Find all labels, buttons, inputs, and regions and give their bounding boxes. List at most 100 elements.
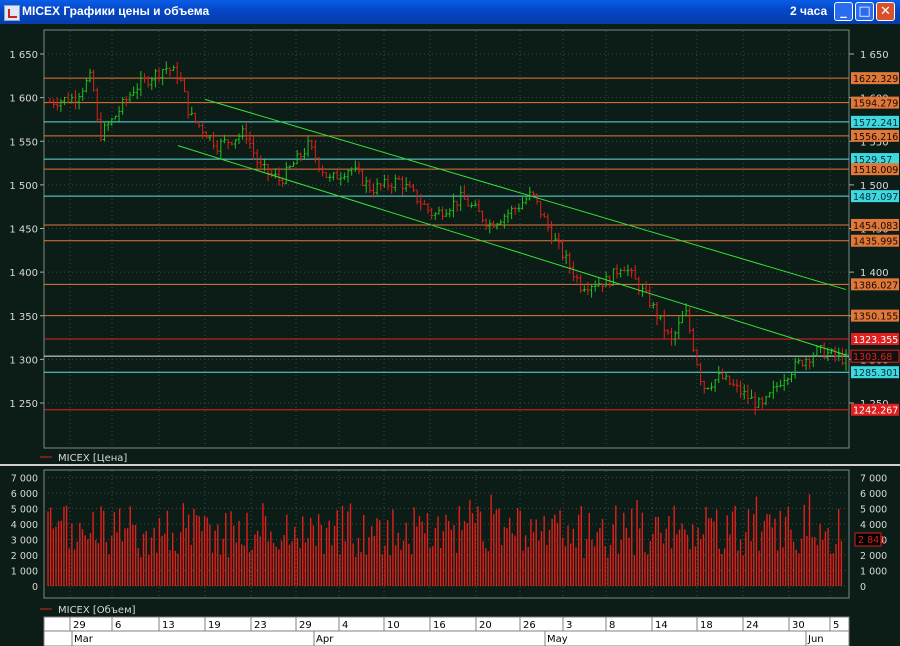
volume-panel[interactable]: 7 000 6 000 5 000 4 000 3 000 2 000 1 000 0 7 0… [11, 469, 887, 616]
channel-upper-line [204, 98, 847, 291]
trend-channel[interactable] [177, 98, 847, 356]
price-tick-left: 1 550 [9, 137, 38, 148]
level-badge [851, 278, 899, 291]
day-labels: 29 6 13 19 23 29 4 10 16 20 26 3 8 14 18 24 30 5 [69, 617, 839, 631]
price-grid [44, 31, 849, 447]
price-tick-left: 1 400 [9, 268, 38, 279]
day-label: 18 [700, 620, 713, 631]
day-label: 16 [433, 620, 446, 631]
day-label: 13 [162, 620, 175, 631]
price-plot-frame [43, 29, 850, 449]
title-bar: MICEX Графики цены и объема 2 часа _ □ ✕ [0, 0, 900, 24]
level-badge [851, 332, 899, 345]
day-label: 20 [479, 620, 492, 631]
volume-tick-left: 6 000 [11, 489, 38, 500]
day-label: 8 [609, 620, 615, 631]
level-badge [851, 234, 899, 247]
day-label: 26 [523, 620, 536, 631]
price-tick-left: 1 650 [9, 50, 38, 61]
minimize-button[interactable]: _ [834, 2, 853, 21]
month-labels: Mar Apr May Jun [71, 631, 824, 646]
price-legend: MICEX [Цена] [58, 453, 127, 464]
volume-plot-frame [43, 469, 850, 599]
day-label: 10 [387, 620, 400, 631]
volume-tick-left: 4 000 [11, 520, 38, 531]
window-title: MICEX Графики цены и объема [22, 4, 210, 18]
level-label: 1622.329 [853, 74, 898, 85]
price-tick-left: 1 600 [9, 94, 38, 105]
level-badge [851, 190, 899, 203]
level-label: 1518.009 [853, 165, 898, 176]
level-label: 1242.267 [853, 406, 898, 417]
day-label: 3 [566, 620, 572, 631]
level-badge [851, 366, 899, 379]
price-candles [48, 61, 848, 415]
level-label: 1350.155 [853, 312, 898, 323]
level-labels: 1622.3291594.2791572.2411556.2161529.571… [850, 72, 900, 417]
month-label: May [547, 634, 568, 645]
level-lines [44, 77, 849, 411]
month-label: Apr [316, 634, 334, 645]
channel-lower-line [177, 145, 847, 356]
close-button[interactable]: ✕ [876, 2, 895, 21]
day-label: 4 [342, 620, 348, 631]
level-badge [851, 163, 899, 176]
day-label: 23 [254, 620, 267, 631]
level-label: 1454.083 [853, 221, 898, 232]
volume-tick-left: 3 000 [11, 536, 38, 547]
day-label: 24 [746, 620, 759, 631]
time-axis[interactable]: 29 6 13 19 23 29 4 10 16 20 26 3 8 14 18 24 30 5 Mar Apr Ma… [43, 616, 850, 646]
price-tick-left: 1 500 [9, 181, 38, 192]
volume-tick-right: 2 000 [860, 551, 887, 562]
level-label: 1285.301 [853, 368, 898, 379]
level-label: 1594.279 [853, 99, 898, 110]
volume-tick-right: 6 000 [860, 489, 887, 500]
volume-current-badge [854, 532, 882, 547]
app-chart-icon[interactable] [4, 5, 20, 21]
day-label: 30 [792, 620, 805, 631]
level-badge [851, 218, 899, 231]
price-tick-left: 1 300 [9, 355, 38, 366]
level-badge [851, 129, 899, 142]
level-label: 1435.995 [853, 237, 898, 248]
volume-tick-right: 7 000 [860, 474, 887, 485]
level-badge [851, 153, 899, 166]
volume-tick-left: 7 000 [11, 474, 38, 485]
volume-tick-left: 2 000 [11, 551, 38, 562]
price-tick-right: 1 550 [860, 137, 889, 148]
price-tick-right: 1 500 [860, 181, 889, 192]
chart-area[interactable]: 1 650 1 600 1 550 1 500 1 450 1 400 1 350 1 300… [0, 24, 900, 646]
volume-bars [47, 494, 843, 586]
level-badge [851, 403, 899, 416]
price-tick-left: 1 350 [9, 312, 38, 323]
volume-tick-right: 1 000 [860, 567, 887, 578]
volume-tick-right: 0 [860, 582, 866, 593]
volume-tick-right: 4 000 [860, 520, 887, 531]
day-label: 6 [115, 620, 121, 631]
price-tick-right: 1 400 [860, 268, 889, 279]
day-label: 14 [655, 620, 668, 631]
day-label: 29 [299, 620, 312, 631]
volume-tick-right: 5 000 [860, 505, 887, 516]
volume-tick-left: 5 000 [11, 505, 38, 516]
day-label: 5 [833, 620, 839, 631]
level-label: 1529.57 [853, 155, 892, 166]
level-label: 1303.68 [853, 352, 892, 363]
level-badge [850, 349, 900, 363]
month-label: Jun [807, 634, 824, 645]
level-badge [851, 96, 899, 109]
day-label: 19 [208, 620, 221, 631]
day-label: 29 [73, 620, 86, 631]
level-label: 1487.097 [853, 192, 898, 203]
price-panel[interactable]: 1 650 1 600 1 550 1 500 1 450 1 400 1 350 1 300… [9, 29, 900, 464]
price-tick-left: 1 450 [9, 225, 38, 236]
level-label: 1572.241 [853, 118, 898, 129]
chart-background [0, 24, 900, 646]
maximize-button[interactable]: □ [855, 2, 874, 21]
price-tick-left: 1 250 [9, 399, 38, 410]
volume-tick-left: 1 000 [11, 567, 38, 578]
level-badge [851, 72, 899, 85]
volume-tick-left: 0 [32, 582, 38, 593]
volume-axis-left: 7 000 6 000 5 000 4 000 3 000 2 000 1 000 0 [11, 474, 38, 594]
level-label: 1386.027 [853, 280, 898, 291]
